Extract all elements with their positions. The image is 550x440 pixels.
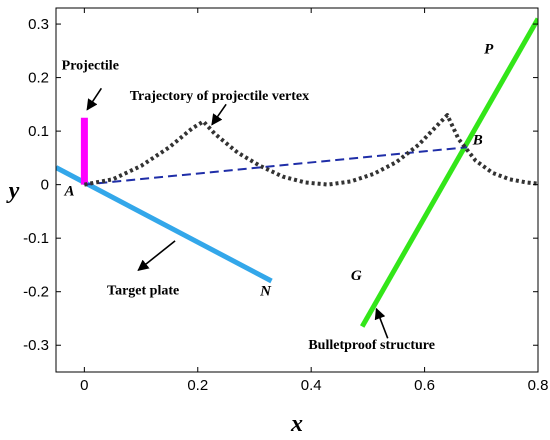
point-label-b: B	[472, 133, 483, 149]
plot-marks	[56, 17, 538, 328]
point-label-n: N	[259, 283, 272, 299]
y-tick-label: 0.1	[28, 123, 49, 140]
annotation-labels: Projectile Trajectory of projectile verte…	[62, 42, 494, 353]
annotation-arrow	[374, 307, 389, 339]
y-tick-label: 0	[41, 177, 49, 194]
bulletproof-structure-line	[360, 17, 538, 328]
annotation-arrow	[211, 103, 227, 126]
y-tick-label: -0.2	[23, 284, 49, 301]
x-tick-label: 0.6	[414, 377, 435, 394]
x-axis-label: x	[290, 411, 303, 437]
x-tick-label: 0.2	[187, 377, 208, 394]
y-tick-label: 0.3	[28, 16, 49, 33]
point-label-p: P	[484, 42, 494, 58]
plot-frame	[55, 7, 539, 373]
y-tick-label: -0.1	[23, 230, 49, 247]
point-label-a: A	[64, 183, 75, 199]
point-label-g: G	[351, 268, 362, 284]
vertex-trajectory-line	[84, 113, 538, 187]
annotation-arrow	[86, 87, 103, 111]
y-tick-label: 0.2	[28, 70, 49, 87]
annotation-text: Projectile	[62, 59, 119, 74]
annotation-text: Trajectory of projectile vertex	[130, 89, 309, 104]
x-tick-label: 0	[80, 377, 88, 394]
y-tick-label: -0.3	[23, 337, 49, 354]
target-plate-line	[56, 165, 273, 284]
x-tick-label: 0.8	[528, 377, 549, 394]
axis-ticks: 0 0.2 0.4 0.6 0.8 -0.3 -0.2 -0.1 0 0.1 0.2 0.3	[23, 8, 548, 394]
y-axis-label: y	[6, 178, 20, 204]
annotation-text: Target plate	[107, 283, 179, 298]
annotation-arrow	[137, 240, 176, 271]
line-AB-line	[84, 146, 468, 186]
annotation-text: Bulletproof structure	[308, 338, 435, 353]
x-tick-label: 0.4	[301, 377, 322, 394]
